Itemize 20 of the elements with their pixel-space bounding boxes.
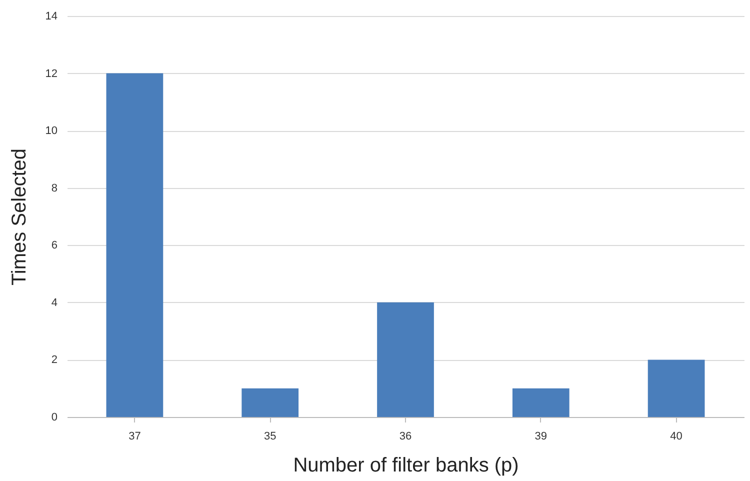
y-axis-title: Times Selected — [8, 148, 30, 286]
x-tick-label: 39 — [534, 430, 548, 442]
x-tick-label: 35 — [264, 430, 276, 442]
y-tick-label: 2 — [51, 354, 58, 366]
bar — [512, 388, 570, 417]
y-tick-label: 6 — [51, 240, 58, 252]
x-tick-label: 40 — [670, 430, 682, 442]
y-tick-label: 4 — [51, 296, 58, 309]
x-tick-label: 37 — [128, 430, 141, 442]
bar — [106, 73, 164, 417]
bar — [242, 388, 299, 417]
bar — [377, 302, 434, 417]
y-tick-label: 12 — [45, 68, 58, 80]
y-tick-label: 0 — [51, 412, 58, 424]
x-tick-label: 36 — [399, 430, 412, 442]
y-tick-label: 8 — [51, 182, 58, 194]
x-axis-title: Number of filter banks (p) — [293, 454, 519, 476]
y-tick-label: 14 — [45, 10, 58, 22]
y-tick-label: 10 — [45, 125, 58, 138]
bar — [648, 360, 705, 417]
